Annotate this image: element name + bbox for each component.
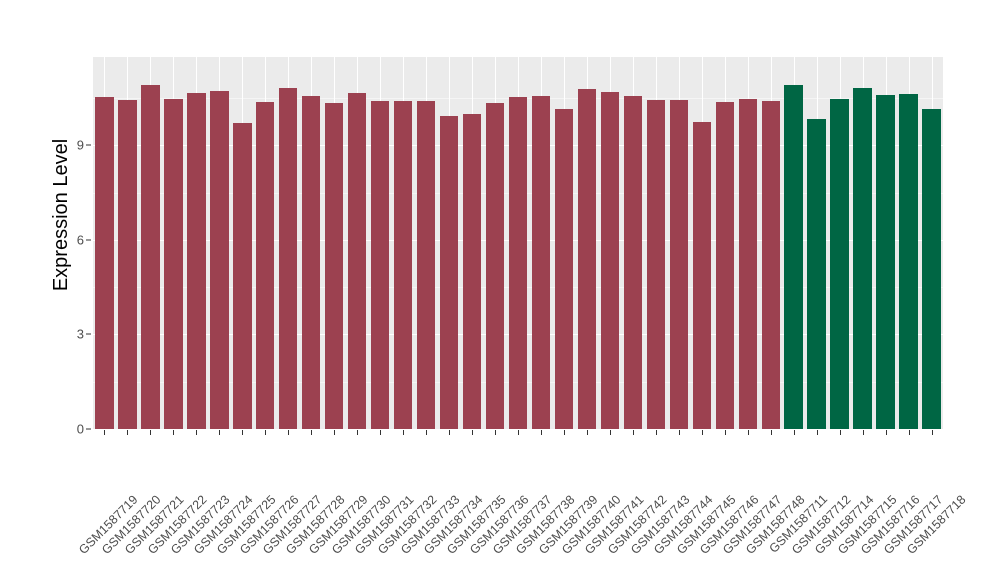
- bar: [830, 98, 849, 429]
- bar: [256, 102, 275, 429]
- bar: [669, 99, 688, 429]
- x-axis-tick-mark: [655, 430, 657, 435]
- bar: [462, 113, 482, 429]
- bar: [233, 122, 252, 429]
- bar: [210, 91, 229, 429]
- y-axis-tick-label: 3: [76, 326, 84, 342]
- y-axis-tick-label: 6: [76, 232, 84, 248]
- bar: [348, 92, 367, 429]
- x-axis-tick-mark: [793, 430, 795, 435]
- x-axis-tick-mark: [127, 430, 129, 435]
- x-axis-tick-mark: [724, 430, 726, 435]
- x-axis-tick-mark: [701, 430, 703, 435]
- x-axis-tick-mark: [242, 430, 244, 435]
- bar: [715, 101, 734, 429]
- bar: [531, 96, 551, 429]
- bar: [784, 84, 803, 429]
- y-axis-tick-mark: [86, 239, 91, 241]
- bar: [164, 98, 183, 429]
- y-axis-tick-label: 9: [76, 137, 84, 153]
- bar: [95, 97, 114, 429]
- bar: [302, 96, 321, 429]
- x-axis-tick-mark: [472, 430, 474, 435]
- x-axis-tick-mark: [770, 430, 772, 435]
- bar: [508, 97, 528, 429]
- x-axis-tick-mark: [518, 430, 519, 435]
- bar: [279, 88, 298, 429]
- x-axis-tick-mark: [173, 430, 175, 435]
- x-axis-tick-mark: [150, 430, 152, 435]
- bar: [922, 109, 941, 429]
- x-axis-tick-mark: [334, 430, 336, 435]
- x-axis-tick-mark: [747, 430, 749, 435]
- bar: [646, 100, 666, 429]
- x-axis-tick-mark: [839, 430, 841, 435]
- bar: [899, 93, 918, 429]
- bar: [554, 109, 574, 429]
- y-axis-tick-labels: 0 3 6 9: [62, 0, 84, 580]
- x-axis-tick-mark: [357, 430, 359, 435]
- x-axis-tick-mark: [196, 430, 198, 435]
- bar: [393, 100, 413, 429]
- x-axis-tick-mark: [265, 430, 267, 435]
- bar: [738, 99, 757, 429]
- bar: [141, 84, 160, 429]
- bar: [370, 101, 390, 429]
- bar: [577, 89, 597, 429]
- bar: [853, 87, 872, 429]
- y-axis-tick-mark: [86, 144, 91, 146]
- x-axis-tick-mark: [609, 430, 611, 435]
- x-axis-tick-mark: [908, 430, 910, 435]
- plot-panel: [93, 57, 943, 429]
- bar: [187, 92, 206, 429]
- x-axis-tick-mark: [449, 430, 451, 435]
- x-axis-tick-mark: [380, 430, 382, 435]
- x-axis-tick-mark: [426, 430, 428, 435]
- y-axis-tick-mark: [86, 333, 91, 335]
- x-axis-tick-mark: [816, 430, 818, 435]
- x-axis-tick-mark: [495, 430, 497, 435]
- x-axis-tick-mark: [678, 430, 680, 435]
- bar: [692, 121, 711, 429]
- y-axis-tick-mark: [86, 428, 91, 430]
- x-axis-tick-mark: [288, 430, 290, 435]
- bar: [761, 101, 780, 429]
- y-axis-tick-label: 0: [76, 421, 84, 437]
- x-axis-tick-mark: [311, 430, 313, 435]
- bar: [325, 102, 344, 429]
- x-axis-tick-mark: [586, 430, 588, 435]
- bar: [876, 94, 895, 429]
- bar: [623, 95, 643, 429]
- x-axis-tick-mark: [885, 430, 887, 435]
- x-axis-tick-mark: [104, 430, 106, 435]
- x-axis-tick-mark: [403, 430, 405, 435]
- x-axis-tick-mark: [632, 430, 634, 435]
- x-axis-tick-mark: [862, 430, 864, 435]
- x-axis-tick-mark: [540, 430, 542, 435]
- bar: [118, 99, 137, 429]
- bar: [807, 119, 826, 429]
- bar: [439, 115, 459, 429]
- x-axis-tick-mark: [219, 430, 221, 435]
- bar: [600, 91, 620, 429]
- x-axis-tick-mark: [931, 430, 933, 435]
- bar: [416, 101, 436, 429]
- x-axis-tick-mark: [563, 430, 565, 435]
- bar: [485, 103, 505, 429]
